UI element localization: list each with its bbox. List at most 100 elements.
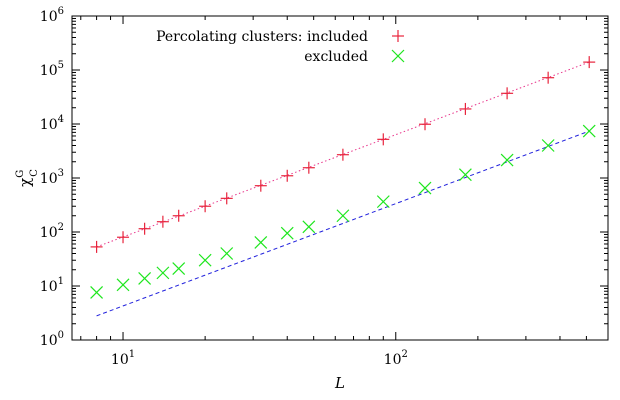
y-tick-label-exponent: 6 — [58, 6, 64, 17]
data-markers — [90, 56, 596, 299]
point-excluded — [302, 220, 316, 234]
y-tick-label: 101 — [40, 276, 64, 295]
y-tick-label: 103 — [40, 168, 64, 187]
point-excluded — [172, 262, 186, 276]
point-excluded — [138, 272, 152, 285]
point-included — [254, 179, 267, 192]
point-excluded-b — [541, 139, 555, 152]
point-included — [459, 102, 472, 115]
point-excluded-b — [198, 253, 212, 267]
point-included — [377, 133, 390, 146]
y-tick-label: 100 — [40, 330, 64, 349]
legend-title: Percolating clusters: — [156, 29, 302, 45]
y-tick-label-base: 10 — [40, 279, 58, 295]
legend-entry-included: Percolating clusters: included — [156, 29, 368, 45]
point-excluded — [582, 124, 596, 138]
point-included — [281, 169, 294, 182]
axis-ticks — [72, 15, 609, 341]
point-excluded — [541, 139, 555, 152]
x-tick-label-exponent: 1 — [129, 349, 135, 360]
point-excluded-b — [458, 168, 472, 182]
fit-line-excluded — [96, 130, 590, 317]
legend-markers — [391, 30, 405, 63]
point-excluded-b — [156, 266, 170, 280]
y-tick-label-base: 10 — [40, 9, 58, 25]
y-tick-label: 106 — [40, 6, 64, 25]
y-tick-label-exponent: 2 — [58, 222, 64, 233]
y-tick-label: 102 — [40, 222, 64, 241]
svg-text:χGC: χG C — [15, 169, 40, 187]
point-included — [501, 87, 514, 100]
legend-marker-excluded-b — [391, 49, 405, 63]
point-excluded-b — [172, 262, 186, 276]
x-tick-label-base: 10 — [384, 352, 402, 368]
point-included — [199, 200, 212, 213]
point-included — [302, 161, 315, 174]
y-tick-label-exponent: 3 — [58, 168, 64, 179]
point-excluded — [376, 195, 390, 209]
y-tick-label-exponent: 0 — [58, 330, 64, 341]
point-included — [90, 240, 103, 253]
point-included — [172, 209, 185, 222]
y-tick-label: 104 — [40, 114, 64, 133]
point-excluded-b — [376, 195, 390, 209]
point-included — [419, 118, 432, 131]
point-excluded — [156, 266, 170, 280]
point-included — [138, 222, 151, 235]
point-excluded — [90, 286, 104, 299]
point-excluded — [336, 209, 350, 223]
y-tick-label-base: 10 — [40, 63, 58, 79]
y-tick-label-exponent: 1 — [58, 276, 64, 287]
point-excluded-b — [116, 278, 130, 292]
point-excluded-b — [90, 286, 104, 299]
point-excluded-b — [220, 247, 234, 260]
point-excluded-b — [500, 153, 514, 167]
point-included — [583, 56, 596, 69]
x-tick-label: 102 — [384, 349, 408, 368]
y-tick-label-base: 10 — [40, 117, 58, 133]
point-excluded — [254, 236, 268, 249]
point-included — [220, 192, 233, 205]
point-excluded-b — [582, 124, 596, 138]
y-tick-label-exponent: 5 — [58, 60, 64, 71]
fit-lines — [96, 61, 590, 317]
y-axis-label: χG C — [15, 169, 40, 187]
y-tick-label-base: 10 — [40, 171, 58, 187]
point-excluded-b — [138, 272, 152, 285]
point-excluded — [280, 226, 294, 240]
x-tick-label-base: 10 — [111, 352, 129, 368]
point-excluded-b — [280, 226, 294, 240]
legend: Percolating clusters: included excluded — [156, 29, 405, 65]
point-excluded — [418, 181, 432, 195]
point-excluded-b — [254, 236, 268, 249]
legend-marker-excluded — [391, 49, 405, 63]
y-axis-label-superscript: G — [15, 170, 26, 178]
point-included — [542, 71, 555, 84]
point-excluded — [198, 253, 212, 267]
point-excluded-b — [336, 209, 350, 223]
legend-label-included: included — [307, 29, 368, 45]
x-axis-label: L — [334, 374, 345, 392]
x-tick-label-exponent: 2 — [401, 349, 407, 360]
point-included — [156, 215, 169, 228]
point-excluded — [500, 153, 514, 167]
y-axis-label-base: χ — [16, 178, 34, 187]
point-excluded — [458, 168, 472, 182]
point-excluded — [220, 247, 234, 260]
y-tick-label: 105 — [40, 60, 64, 79]
legend-label-excluded: excluded — [304, 49, 368, 65]
legend-marker-included — [392, 30, 404, 42]
point-excluded-b — [302, 220, 316, 234]
y-tick-label-base: 10 — [40, 225, 58, 241]
point-included — [336, 148, 349, 161]
x-tick-label: 101 — [111, 349, 135, 368]
y-axis-label-subscript: C — [29, 169, 40, 177]
point-excluded — [116, 278, 130, 292]
point-included — [117, 231, 130, 244]
y-tick-label-base: 10 — [40, 333, 58, 349]
point-excluded-b — [418, 181, 432, 195]
y-tick-label-exponent: 4 — [58, 114, 64, 125]
